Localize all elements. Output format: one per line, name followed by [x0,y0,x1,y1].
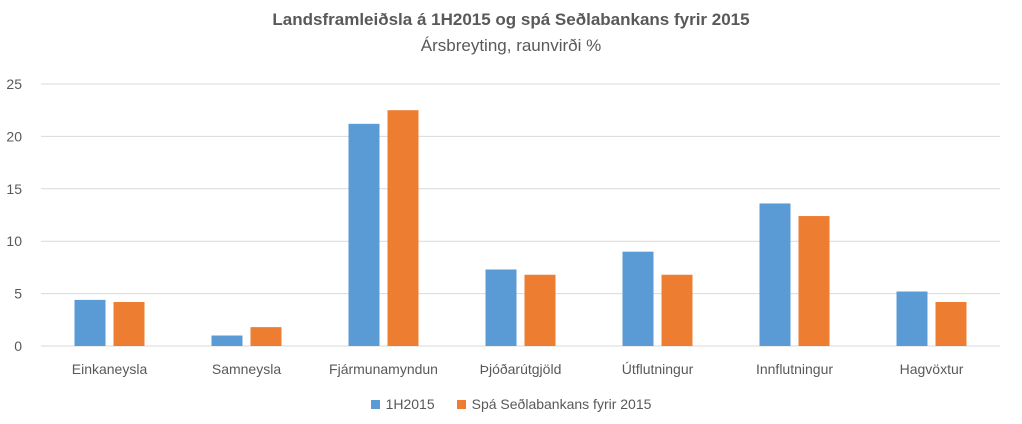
x-tick-label: Einkaneysla [72,361,148,377]
x-tick-label: Hagvöxtur [900,361,964,377]
y-tick-label: 10 [6,233,22,249]
x-tick-label: Samneysla [212,361,281,377]
bar-series1 [622,251,654,346]
bar-series1 [348,123,380,346]
legend-label: Spá Seðlabankans fyrir 2015 [471,396,652,412]
legend-swatch [456,399,466,409]
legend: 1H2015 Spá Seðlabankans fyrir 2015 [0,396,1022,412]
x-tick-label: Útflutningur [622,361,694,377]
bar-series2 [387,110,419,346]
x-tick-label: Þjóðarútgjöld [480,361,562,377]
y-tick-label: 15 [6,181,22,197]
legend-label: 1H2015 [385,396,435,412]
bar-series2 [661,274,693,346]
legend-swatch [370,399,380,409]
bar-series1 [485,269,517,346]
bar-series2 [250,327,282,346]
bar-series1 [211,335,243,346]
legend-item: 1H2015 [370,396,435,412]
bar-series2 [113,301,145,346]
chart-subtitle: Ársbreyting, raunvirði % [420,36,602,55]
y-tick-label: 20 [6,128,22,144]
y-tick-label: 25 [6,76,22,92]
y-tick-label: 0 [14,338,22,354]
x-tick-label: Fjármunamyndun [329,361,438,377]
x-tick-label: Innflutningur [756,361,833,377]
bar-series1 [74,299,106,346]
bar-series1 [759,203,791,346]
bar-series2 [524,274,556,346]
bar-series1 [896,291,928,346]
chart-title: Landsframleiðsla á 1H2015 og spá Seðlaba… [272,10,750,29]
legend-item: Spá Seðlabankans fyrir 2015 [456,396,652,412]
y-tick-label: 5 [14,286,22,302]
bar-series2 [798,216,830,346]
bar-series2 [935,301,967,346]
